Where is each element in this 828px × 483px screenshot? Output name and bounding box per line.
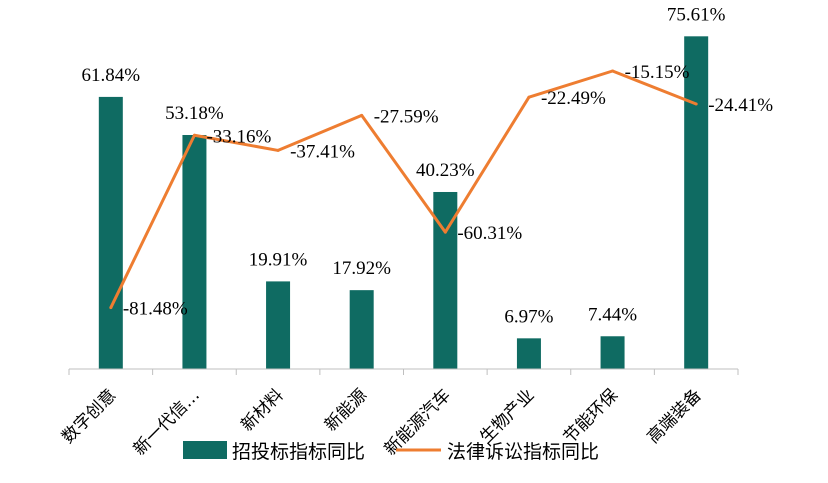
line-data-label: -33.16% [206, 126, 271, 147]
line-data-label: -22.49% [541, 88, 606, 109]
bar [516, 338, 541, 369]
line-data-label: -81.48% [123, 299, 188, 320]
bar-data-label: 6.97% [504, 306, 553, 327]
line-point [360, 113, 364, 117]
line-point [694, 102, 698, 106]
bar [684, 36, 709, 369]
bar-data-label: 40.23% [416, 160, 475, 181]
x-tick-label: 数字创意 [58, 385, 120, 447]
legend-swatch-bar [183, 441, 227, 459]
line-data-labels: -81.48% -33.16% -37.41% -27.59% -60.31% -22.4… [123, 62, 773, 320]
bar-data-labels: 61.84% 53.18% 19.91% 17.92% 40.23% 6.97% 7.44%… [82, 4, 726, 327]
line-data-label: -37.41% [290, 141, 355, 162]
line-point [192, 133, 196, 137]
x-tick-label: 高端装备 [643, 385, 705, 447]
bar [600, 336, 625, 369]
x-axis-labels: 数字创意 新一代信… 新材料 新能源 新能源汽车 生物产业 节能环保 高端装备 [58, 385, 706, 459]
bar [182, 135, 207, 369]
bar [98, 96, 123, 370]
line-point [527, 95, 531, 99]
x-tick-label: 生物产业 [476, 385, 538, 447]
bar-series [98, 36, 709, 370]
bar-data-label: 7.44% [588, 304, 637, 325]
bar [349, 290, 374, 369]
legend-label-line: 法律诉讼指标同比 [447, 441, 599, 463]
bar [266, 281, 291, 369]
bar-data-label: 61.84% [82, 65, 141, 86]
line-point [109, 306, 113, 310]
line-point [611, 69, 615, 73]
line-data-label: -24.41% [708, 95, 773, 116]
line-point [443, 230, 447, 234]
legend-label-bar: 招投标指标同比 [232, 441, 365, 463]
bar-data-label: 17.92% [332, 258, 391, 279]
line-data-label: -60.31% [457, 223, 522, 244]
x-tick-label: 新能源 [321, 385, 371, 435]
x-tick-label: 节能环保 [560, 385, 622, 447]
x-tick-label: 新材料 [237, 385, 287, 435]
line-point [276, 148, 280, 152]
bar-data-label: 19.91% [249, 249, 308, 270]
legend: 招投标指标同比 法律诉讼指标同比 [183, 441, 599, 463]
x-axis-ticks [68, 369, 739, 375]
line-path [109, 69, 697, 309]
line-data-label: -15.15% [625, 62, 690, 83]
bar-data-label: 75.61% [667, 4, 726, 25]
line-data-label: -27.59% [374, 106, 439, 127]
bar-data-label: 53.18% [165, 103, 224, 124]
line-series [109, 69, 698, 310]
